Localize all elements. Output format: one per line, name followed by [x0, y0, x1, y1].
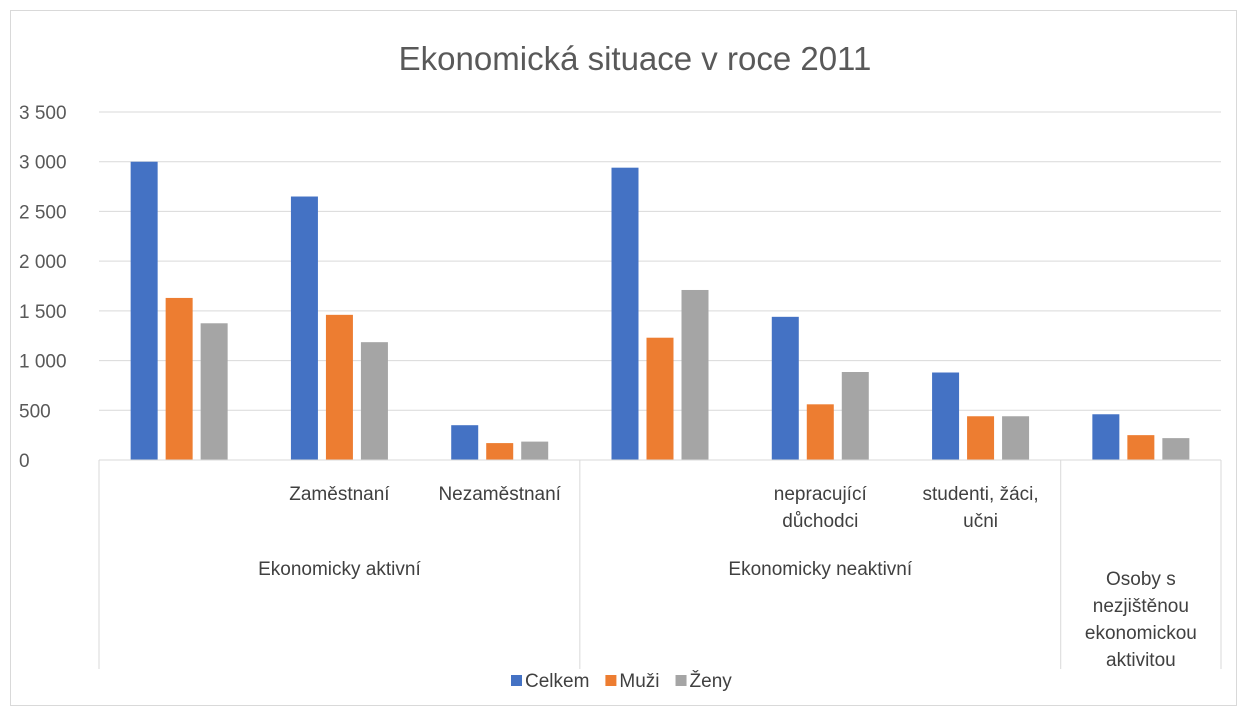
bar-celkem	[130, 161, 158, 460]
group-label: Ekonomicky aktivní	[258, 559, 421, 580]
y-tick-label: 0	[19, 451, 30, 472]
bar-muži	[325, 314, 353, 460]
y-tick-label: 3 500	[19, 103, 67, 124]
bar-muži	[1127, 435, 1155, 460]
legend: Celkem Muži Ženy	[511, 670, 732, 692]
bar-ženy	[841, 372, 869, 460]
y-tick-label: 2 000	[19, 252, 67, 273]
category-label: Zaměstnaní	[289, 484, 390, 505]
y-tick-label: 1 500	[19, 302, 67, 323]
gridlines	[99, 111, 1221, 411]
chart-title: Ekonomická situace v roce 2011	[399, 40, 872, 77]
category-label: studenti, žáci, učni	[922, 484, 1038, 532]
bar-celkem	[1092, 414, 1120, 460]
bar-ženy	[1162, 438, 1190, 460]
legend-label-muži: Muži	[619, 671, 659, 692]
chart-svg: Ekonomická situace v roce 2011 0 500 1 000…	[19, 40, 1222, 692]
bar-ženy	[200, 323, 228, 460]
bar-muži	[486, 443, 514, 460]
chart-frame: Ekonomická situace v roce 2011 0 500 1 000…	[10, 10, 1237, 706]
legend-label-ženy: Ženy	[690, 670, 733, 692]
y-tick-label: 1 000	[19, 352, 67, 373]
bar-muži	[646, 337, 674, 460]
bar-celkem	[451, 425, 479, 460]
bar-celkem	[290, 196, 318, 460]
bar-celkem	[611, 167, 639, 460]
bar-ženy	[521, 441, 549, 460]
group-label: Ekonomicky neaktivní	[728, 559, 912, 580]
category-label: nepracující důchodci	[774, 484, 868, 532]
bar-celkem	[932, 372, 960, 460]
y-tick-label: 3 000	[19, 153, 67, 174]
bars	[130, 161, 1190, 460]
bar-muži	[967, 416, 995, 460]
legend-swatch-muži	[605, 675, 617, 686]
category-label: Nezaměstnaní	[438, 484, 561, 505]
y-tick-label: 500	[19, 401, 51, 422]
y-tick-label: 2 500	[19, 202, 67, 223]
bar-ženy	[681, 289, 709, 460]
group-label: Osoby s nezjištěnou ekonomickou aktivitou	[1085, 569, 1197, 671]
bar-ženy	[1002, 416, 1030, 460]
legend-label-celkem: Celkem	[525, 671, 589, 692]
bar-muži	[165, 297, 193, 460]
legend-swatch-celkem	[511, 675, 522, 686]
bar-ženy	[360, 342, 388, 460]
bar-celkem	[771, 316, 799, 460]
legend-swatch-ženy	[675, 675, 687, 686]
x-axis	[98, 459, 1222, 669]
y-axis-tick-labels: 0 500 1 000 1 500 2 000 2 500 3 000 3 500	[19, 103, 67, 472]
bar-muži	[806, 404, 834, 460]
x-axis-category-labels: Zaměstnaní Nezaměstnaní nepracující důchodc…	[258, 484, 1197, 671]
